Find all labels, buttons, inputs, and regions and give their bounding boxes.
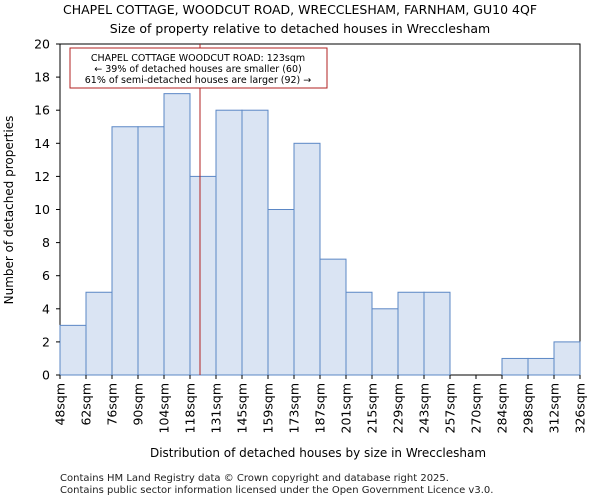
histogram-bar — [85, 291, 113, 376]
y-tick-label: 6 — [42, 268, 50, 283]
x-tick-label: 187sqm — [313, 383, 328, 433]
footer-copyright: Contains HM Land Registry data © Crown c… — [60, 473, 449, 484]
chart-subtitle: Size of property relative to detached ho… — [109, 21, 491, 36]
x-tick-label: 284sqm — [495, 383, 510, 433]
x-axis-label: Distribution of detached houses by size … — [150, 446, 486, 460]
x-tick-label: 159sqm — [261, 383, 276, 433]
x-tick-label: 104sqm — [157, 383, 172, 433]
histogram-bar — [553, 341, 581, 376]
histogram-bar — [527, 357, 555, 376]
x-tick-label: 131sqm — [209, 383, 224, 433]
histogram-bar — [501, 357, 529, 376]
x-tick-label: 257sqm — [443, 383, 458, 433]
histogram-bar — [241, 109, 269, 376]
histogram-chart: 0 2 4 6 8 10 12 14 16 18 20 48sqm 62sqm 76sqm 90sqm 10… — [2, 37, 588, 461]
histogram-bar — [371, 308, 399, 376]
y-tick-label: 16 — [34, 103, 50, 118]
y-tick-label: 8 — [42, 235, 50, 250]
x-tick-label: 229sqm — [391, 383, 406, 433]
histogram-bar — [319, 258, 347, 376]
x-tick-label: 312sqm — [547, 383, 562, 433]
x-tick-label: 298sqm — [521, 383, 536, 433]
histogram-bar — [137, 126, 165, 376]
x-tick-label: 326sqm — [573, 383, 588, 433]
histogram-bar — [397, 291, 425, 376]
x-tick-label: 48sqm — [53, 383, 68, 426]
y-tick-label: 14 — [34, 136, 50, 151]
annotation-line: 61% of semi-detached houses are larger (… — [85, 75, 312, 86]
annotation-line: ← 39% of detached houses are smaller (60… — [94, 64, 301, 75]
x-tick-label: 243sqm — [417, 383, 432, 433]
x-tick-label: 90sqm — [131, 383, 146, 426]
y-tick-label: 4 — [42, 301, 50, 316]
y-tick-label: 10 — [34, 202, 50, 217]
y-tick-label: 20 — [34, 37, 50, 52]
histogram-bar — [267, 209, 295, 376]
histogram-bar — [111, 126, 139, 376]
annotation-box — [69, 47, 328, 89]
y-tick-label: 12 — [34, 169, 50, 184]
x-tick-label: 76sqm — [105, 383, 120, 426]
histogram-bar — [189, 175, 217, 376]
chart-title: CHAPEL COTTAGE, WOODCUT ROAD, WRECCLESHA… — [62, 2, 538, 17]
x-tick-label: 270sqm — [469, 383, 484, 433]
x-tick-label: 62sqm — [79, 383, 94, 426]
x-tick-label: 215sqm — [365, 383, 380, 433]
footer-licence: Contains public sector information licen… — [60, 485, 494, 496]
annotation-line: CHAPEL COTTAGE WOODCUT ROAD: 123sqm — [91, 53, 305, 64]
histogram-bar — [293, 142, 321, 376]
x-tick-label: 118sqm — [183, 383, 198, 433]
histogram-bar — [59, 324, 87, 376]
histogram-bar — [423, 291, 451, 376]
y-tick-label: 18 — [34, 70, 50, 85]
histogram-bar — [163, 93, 191, 376]
y-tick-label: 2 — [42, 334, 50, 349]
y-tick-label: 0 — [42, 368, 50, 383]
histogram-bar — [215, 109, 243, 376]
histogram-bar — [345, 291, 373, 376]
x-tick-label: 201sqm — [339, 383, 354, 433]
x-tick-label: 173sqm — [287, 383, 302, 433]
x-tick-label: 145sqm — [235, 383, 250, 433]
y-axis-label: Number of detached properties — [2, 116, 16, 305]
